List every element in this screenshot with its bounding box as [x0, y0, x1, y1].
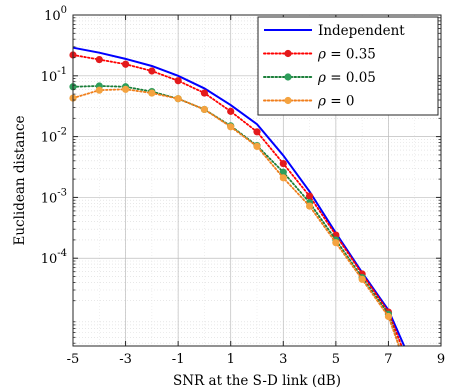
plot-frame	[72, 14, 442, 347]
data-point	[148, 67, 156, 75]
data-point	[200, 89, 209, 97]
y-tick-label: 10-1	[41, 66, 67, 85]
x-axis-label: SNR at the S-D link (dB)	[173, 373, 341, 389]
plot-series	[69, 46, 406, 347]
x-tick-label: -3	[119, 352, 132, 367]
data-point	[227, 123, 235, 131]
legend-marker	[284, 73, 292, 81]
data-point	[200, 105, 209, 114]
legend-entry: Independent	[264, 23, 405, 39]
series-3	[69, 85, 400, 347]
data-point	[121, 85, 130, 93]
legend-label: ρ = 0	[317, 94, 354, 110]
data-point	[305, 192, 314, 200]
data-point	[358, 275, 366, 283]
data-point	[174, 77, 182, 85]
legend: Independent ρ = 0.35 ρ = 0.05 ρ = 0	[257, 16, 439, 116]
data-point	[384, 312, 393, 321]
data-point	[227, 107, 235, 115]
x-tick-label: -1	[172, 352, 185, 367]
legend-entry: ρ = 0.35	[263, 47, 376, 63]
data-point	[332, 239, 340, 247]
series-1	[69, 51, 403, 347]
legend-label: ρ = 0.05	[317, 70, 376, 86]
data-point	[95, 86, 103, 94]
x-tick-label: 1	[227, 352, 235, 367]
legend-label: Independent	[318, 23, 405, 39]
data-point	[279, 174, 287, 182]
x-tick-label: 7	[384, 352, 392, 367]
data-point	[253, 142, 261, 151]
y-tick-label: 10-4	[41, 248, 67, 267]
y-tick-label: 10-2	[41, 127, 67, 146]
y-axis-label: Euclidean distance	[12, 115, 28, 245]
legend-entry: ρ = 0.05	[263, 70, 376, 86]
data-point	[253, 128, 261, 136]
data-point	[95, 55, 103, 64]
x-tick-label: 5	[332, 352, 340, 367]
series-line	[72, 46, 406, 347]
x-tick-label: 3	[279, 352, 287, 367]
legend-label: ρ = 0.35	[317, 47, 376, 63]
data-point	[148, 89, 156, 97]
legend-marker	[284, 49, 292, 58]
legend-entry: ρ = 0	[263, 94, 354, 110]
series-line	[72, 88, 400, 347]
series-line	[72, 54, 403, 347]
axes: -5 -3 -1 1 3 5 7 9 100 10-1 10-2 10-3 10-4	[41, 5, 445, 367]
x-tick-label: -5	[67, 352, 80, 367]
data-point	[279, 168, 287, 176]
data-point	[174, 95, 182, 103]
y-tick-label: 100	[44, 5, 67, 24]
data-point	[279, 159, 287, 168]
legend-marker	[284, 96, 292, 105]
series-0	[72, 46, 406, 347]
y-tick-label: 10-3	[41, 187, 67, 206]
x-tick-label: 9	[437, 352, 445, 367]
data-point	[305, 202, 314, 210]
data-point	[121, 60, 130, 68]
